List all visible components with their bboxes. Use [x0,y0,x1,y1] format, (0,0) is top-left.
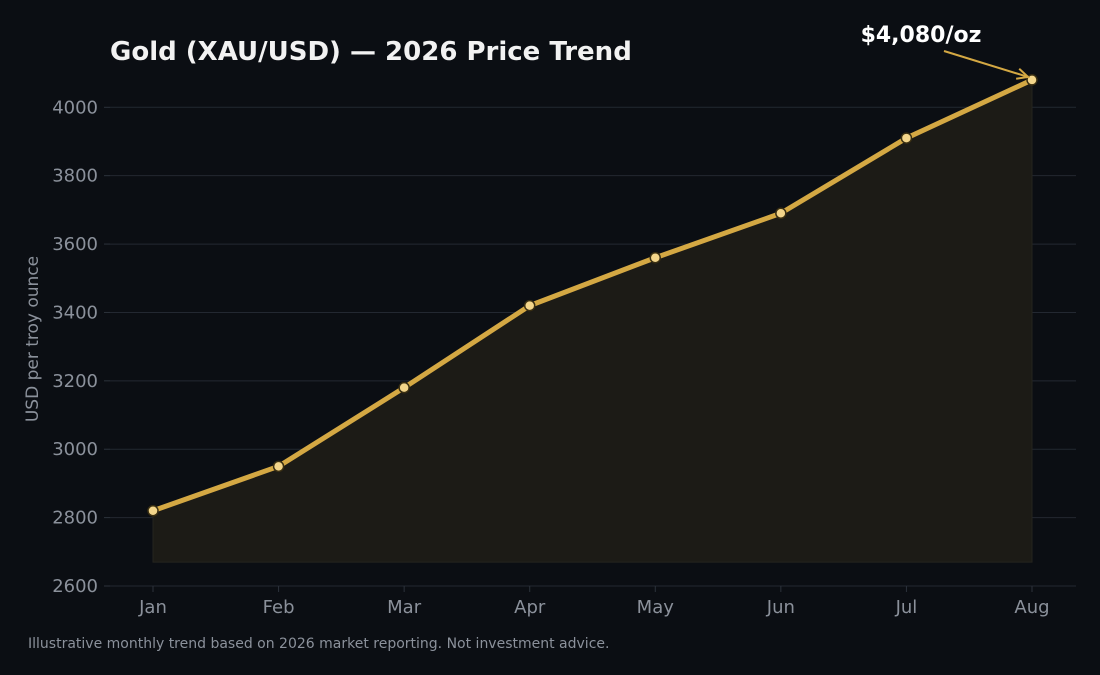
data-point-feb [272,460,285,473]
data-point-jan [147,505,159,517]
x-axis-ticks: Jan Feb Mar Apr May Jun Jul Aug [138,586,1050,618]
annotation-label: $4,080/oz [861,23,982,48]
price-annotation: $4,080/oz [861,23,1031,80]
x-tick-label: Jan [138,597,167,618]
series-line-group [150,77,1035,514]
x-tick-label: Aug [1014,597,1049,618]
y-tick-label: 4000 [52,97,98,118]
series-line [150,77,1035,514]
y-tick-label: 3400 [52,302,98,323]
x-tick-label: May [637,597,675,618]
data-point-group [147,74,1038,517]
footnote: Illustrative monthly trend based on 2026… [28,636,609,652]
chart-title: Gold (XAU/USD) — 2026 Price Trend [110,37,632,67]
data-point-mar [398,381,410,394]
x-tick-label: Feb [263,597,295,618]
y-tick-label: 3600 [52,234,98,255]
data-point-jun [775,207,787,220]
annotation-arrow-shaft [943,50,1029,78]
y-tick-label: 3800 [52,166,98,187]
data-point-may [649,251,662,264]
y-axis-ticks: 2600 2800 3000 3200 3400 3600 3800 4000 [52,97,110,597]
y-tick-label: 2600 [52,576,98,597]
y-tick-label: 3200 [52,371,98,392]
data-point-jul [900,132,913,144]
x-tick-label: Mar [387,597,422,618]
y-tick-label: 2800 [52,508,98,529]
x-tick-label: Apr [514,597,546,618]
y-tick-label: 3000 [52,439,98,460]
x-tick-label: Jun [766,597,795,618]
data-point-apr [523,299,536,312]
y-axis-title: USD per troy ounce [23,256,43,422]
x-tick-label: Jul [895,597,918,618]
annotation-arrow-head [1015,68,1031,80]
